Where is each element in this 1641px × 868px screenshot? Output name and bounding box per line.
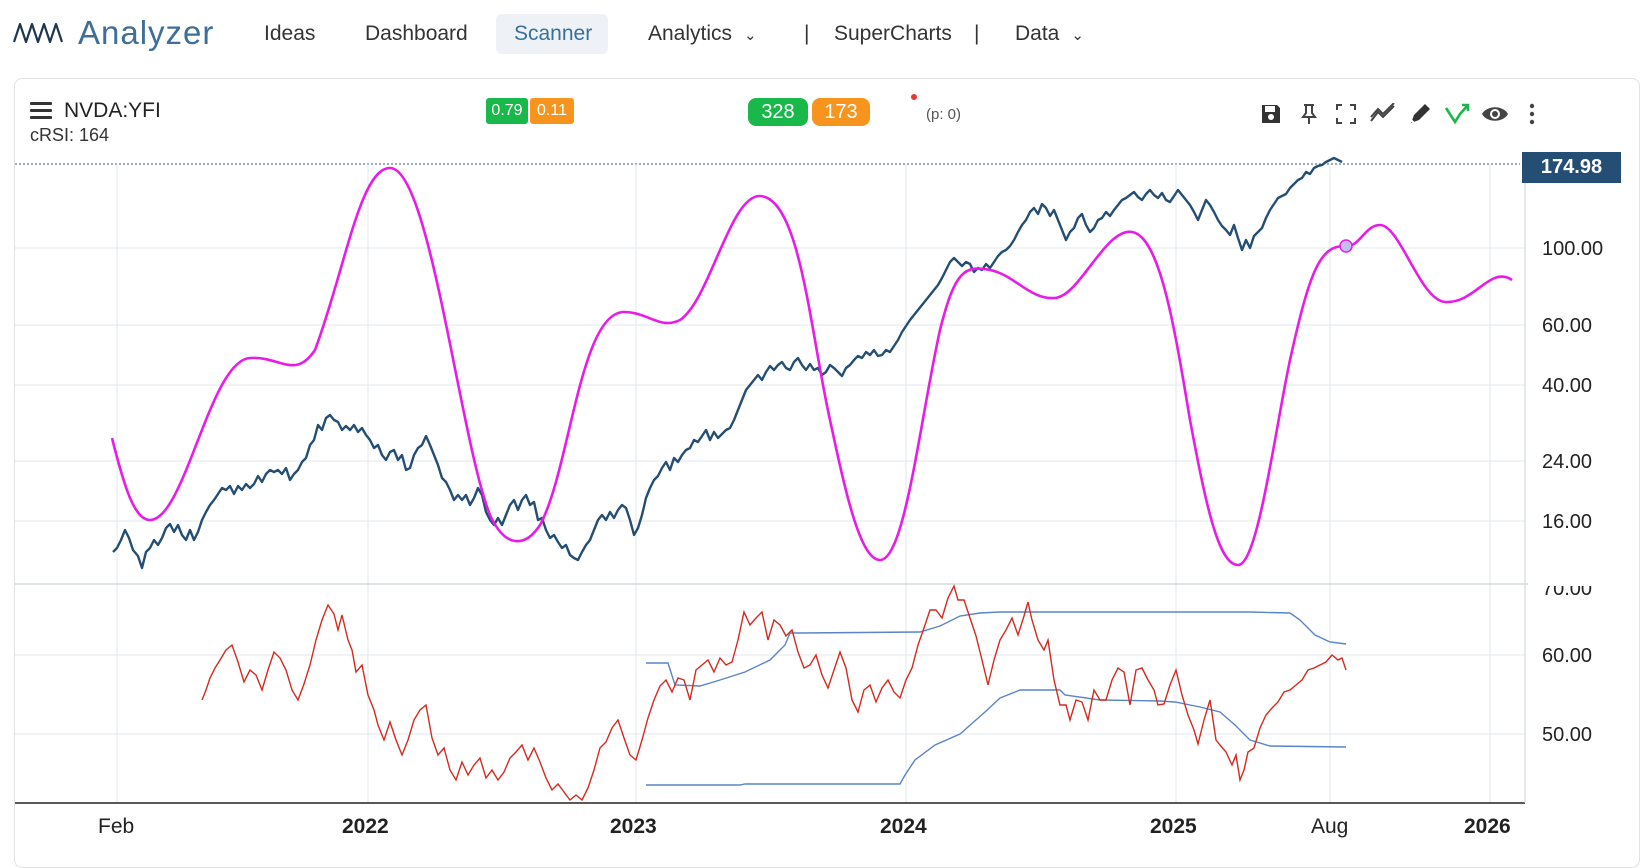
- x-axis-label: Feb: [98, 815, 135, 838]
- save-icon[interactable]: [1257, 100, 1285, 128]
- nav-dashboard[interactable]: Dashboard: [365, 22, 468, 45]
- rsi-axis-label: 50.00: [1542, 724, 1593, 746]
- nav-data-label: Data: [1015, 22, 1060, 45]
- more-icon[interactable]: [1518, 100, 1546, 128]
- last-price-tag: 174.98: [1522, 152, 1621, 183]
- nav-scanner[interactable]: Scanner: [496, 14, 608, 54]
- pin-icon[interactable]: [1295, 100, 1323, 128]
- nav-ideas[interactable]: Ideas: [264, 22, 316, 45]
- trend-icon[interactable]: [1369, 100, 1397, 128]
- rsi-axis-label: 60.00: [1542, 645, 1593, 667]
- chevron-down-icon: ⌄: [1071, 27, 1084, 44]
- x-axis-label: 2025: [1150, 815, 1197, 838]
- x-axis-label: Aug: [1311, 815, 1349, 838]
- rsi-axis-label: 70.00: [1542, 578, 1593, 600]
- pill-orange: 173: [812, 98, 870, 126]
- x-axis-label: 2024: [880, 815, 927, 838]
- eye-icon[interactable]: [1481, 100, 1509, 128]
- nav-supercharts[interactable]: SuperCharts: [834, 22, 952, 45]
- alert-dot: [911, 94, 917, 100]
- x-axis-label: 2023: [610, 815, 657, 838]
- p-count: (p: 0): [926, 106, 962, 123]
- current-cycle-marker[interactable]: [1339, 239, 1353, 253]
- wave-logo-icon: [12, 22, 64, 44]
- price-line: [112, 156, 1343, 570]
- badge-orange: 0.11: [530, 98, 574, 124]
- price-axis-label: 24.00: [1542, 451, 1593, 473]
- grid-lines: [15, 164, 1525, 803]
- nav-analytics[interactable]: Analytics ⌄: [630, 14, 775, 54]
- badge-green: 0.79: [486, 98, 528, 124]
- lower-band-line: [646, 689, 1347, 786]
- symbol-label[interactable]: NVDA:YFI: [64, 98, 161, 122]
- nav-separator: |: [804, 22, 810, 45]
- chevron-down-icon: ⌄: [744, 27, 757, 44]
- nav-data[interactable]: Data ⌄: [997, 14, 1102, 54]
- x-axis-label: 2022: [342, 815, 389, 838]
- price-axis-label: 100.00: [1542, 238, 1604, 260]
- nav-analytics-label: Analytics: [648, 22, 733, 45]
- price-axis-label: 60.00: [1542, 315, 1593, 337]
- price-axis-label: 16.00: [1542, 511, 1593, 533]
- pill-green: 328: [748, 98, 808, 126]
- price-axis-label: 40.00: [1542, 375, 1593, 397]
- upper-band-line: [646, 611, 1347, 687]
- fullscreen-icon[interactable]: [1332, 100, 1360, 128]
- nav-separator: |: [974, 22, 980, 45]
- app-logo[interactable]: Analyzer: [12, 14, 214, 52]
- top-navigation: Analyzer Ideas Dashboard Scanner Analyti…: [0, 0, 1641, 66]
- x-axis-label: 2026: [1464, 815, 1511, 838]
- indicator-label: cRSI: 164: [30, 125, 110, 145]
- menu-icon[interactable]: [30, 98, 52, 123]
- draw-icon[interactable]: [1406, 100, 1434, 128]
- rsi-line: [201, 584, 1347, 802]
- cycle-line: [110, 166, 1513, 567]
- app-name: Analyzer: [78, 14, 215, 51]
- symbol-header: NVDA:YFI: [30, 98, 161, 123]
- signal-icon[interactable]: [1443, 100, 1471, 128]
